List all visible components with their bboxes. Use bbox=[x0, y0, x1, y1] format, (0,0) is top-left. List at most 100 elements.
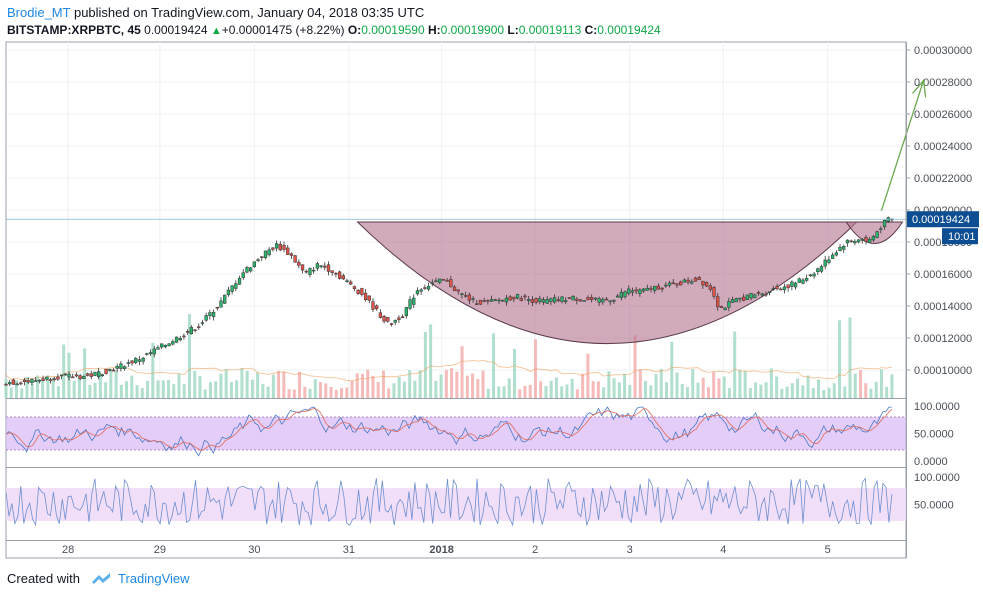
price-tick-label: 0.00014000 bbox=[914, 301, 972, 313]
volume-bar bbox=[612, 378, 616, 398]
candle-body bbox=[471, 298, 475, 300]
candle-body bbox=[667, 282, 672, 286]
candle-body bbox=[501, 299, 505, 302]
candle-body bbox=[389, 323, 394, 325]
candle-body bbox=[193, 329, 197, 331]
volume-bar bbox=[843, 386, 847, 398]
candle-body bbox=[137, 359, 142, 362]
symbol-info: BITSTAMP:XRPBTC, 45 0.00019424 ▲+0.00001… bbox=[7, 23, 661, 37]
volume-bar bbox=[298, 371, 302, 398]
volume-bar bbox=[628, 384, 632, 398]
volume-bar bbox=[146, 380, 150, 398]
volume-bar bbox=[460, 346, 464, 398]
candle bbox=[111, 367, 116, 372]
volume-bar bbox=[35, 375, 39, 398]
candle-body bbox=[78, 375, 82, 379]
candle-body bbox=[690, 281, 694, 284]
volume-bar bbox=[177, 373, 181, 398]
candle bbox=[334, 272, 338, 278]
candle bbox=[400, 314, 405, 318]
candle-body bbox=[356, 289, 360, 294]
candle-body bbox=[452, 286, 457, 292]
volume-bar bbox=[858, 369, 862, 398]
volume-bar bbox=[167, 380, 171, 398]
volume-bar bbox=[266, 386, 270, 398]
candle bbox=[634, 286, 638, 295]
candle bbox=[441, 278, 446, 281]
candle-body bbox=[423, 287, 427, 289]
candle-body bbox=[256, 259, 260, 261]
candle bbox=[171, 339, 175, 346]
candle bbox=[834, 250, 838, 257]
volume-bar bbox=[140, 388, 144, 398]
volume-bar bbox=[738, 369, 742, 398]
volume-bar bbox=[292, 389, 296, 398]
candle bbox=[115, 363, 119, 373]
candle bbox=[252, 261, 257, 268]
candle-body bbox=[830, 254, 835, 259]
candle-body bbox=[345, 280, 349, 283]
candle-body bbox=[638, 289, 642, 294]
candle-body bbox=[486, 300, 490, 302]
volume-bar bbox=[602, 387, 606, 398]
candle-body bbox=[26, 380, 30, 383]
author-link[interactable]: Brodie_MT bbox=[7, 5, 71, 20]
candle-body bbox=[693, 277, 698, 282]
candle bbox=[438, 278, 442, 285]
volume-bar bbox=[838, 320, 842, 398]
candle-body bbox=[82, 376, 86, 379]
candle bbox=[230, 285, 234, 295]
candle bbox=[300, 264, 305, 274]
volume-bar bbox=[581, 373, 585, 398]
volume-bar bbox=[790, 383, 794, 398]
candle bbox=[534, 297, 538, 305]
candle bbox=[452, 284, 457, 292]
candle bbox=[708, 283, 712, 292]
volume-bar bbox=[360, 373, 364, 398]
candle bbox=[352, 285, 357, 292]
candle-body bbox=[801, 279, 805, 284]
volume-bar bbox=[119, 384, 123, 398]
candle bbox=[601, 297, 605, 305]
symbol-label: BITSTAMP:XRPBTC, 45 bbox=[7, 23, 141, 37]
volume-bar bbox=[885, 386, 889, 398]
candle bbox=[245, 266, 249, 274]
candle bbox=[59, 374, 64, 380]
brand-link[interactable]: TradingView bbox=[117, 571, 190, 586]
candle bbox=[71, 373, 75, 379]
candle-body bbox=[493, 299, 497, 301]
candle bbox=[860, 238, 864, 244]
volume-bar bbox=[670, 341, 674, 398]
candle-body bbox=[567, 297, 572, 299]
candle-body bbox=[489, 299, 494, 302]
candle-body bbox=[623, 291, 627, 297]
volume-bar bbox=[817, 379, 821, 398]
volume-bar bbox=[271, 374, 275, 398]
volume-bar bbox=[345, 387, 349, 398]
candle-body bbox=[178, 338, 182, 341]
candle bbox=[375, 304, 379, 311]
candle bbox=[52, 376, 56, 382]
candle bbox=[34, 377, 38, 382]
candle-body bbox=[415, 290, 420, 295]
candle-body bbox=[378, 312, 383, 318]
volume-bar bbox=[224, 368, 228, 398]
candle bbox=[738, 297, 742, 303]
candle bbox=[875, 230, 879, 239]
candle-body bbox=[460, 293, 464, 295]
volume-bar bbox=[701, 377, 705, 398]
candle bbox=[45, 376, 49, 381]
candle-body bbox=[237, 277, 242, 285]
candle bbox=[549, 297, 553, 306]
volume-bar bbox=[596, 381, 600, 398]
volume-bar bbox=[235, 380, 239, 398]
volume-bar bbox=[811, 387, 815, 398]
candle bbox=[93, 371, 97, 377]
candle-body bbox=[41, 378, 45, 381]
candle-body bbox=[315, 263, 320, 269]
candle bbox=[701, 280, 705, 289]
candle-body bbox=[615, 295, 620, 298]
volume-bar bbox=[675, 372, 679, 398]
volume-bar bbox=[848, 317, 852, 398]
